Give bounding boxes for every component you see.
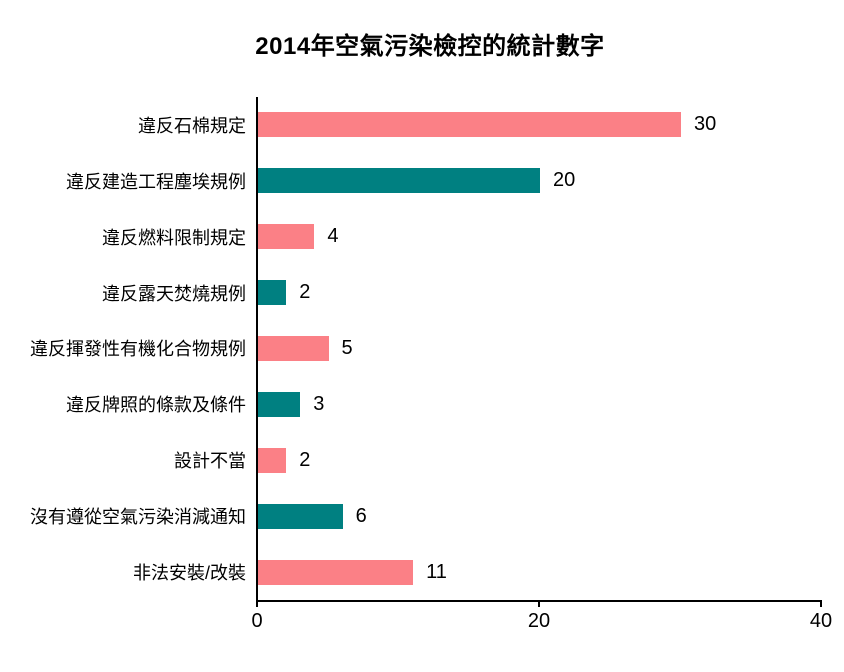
category-label: 違反揮發性有機化合物規例 [30, 339, 246, 360]
value-label: 30 [694, 113, 717, 136]
value-label: 5 [341, 336, 353, 359]
x-tick-label: 40 [809, 610, 833, 632]
value-label: 4 [327, 225, 339, 248]
category-label: 違反石棉規定 [138, 115, 246, 136]
bar-row: 沒有遵從空氣污染消減通知 6 [0, 488, 844, 544]
bar-row: 違反燃料限制規定 4 [0, 209, 844, 265]
bar-row: 違反露天焚燒規例 2 [0, 265, 844, 321]
value-label: 3 [313, 392, 325, 415]
category-label: 非法安裝/改裝 [132, 563, 246, 584]
bar-row: 設計不當 2 [0, 432, 844, 488]
bar-6 [258, 391, 301, 417]
x-tick-mark [538, 600, 540, 607]
bar-5 [258, 335, 329, 361]
value-label: 2 [299, 281, 311, 304]
chart-title: 2014年空氣污染檢控的統計數字 [255, 33, 605, 60]
bar-1 [258, 112, 681, 138]
bar-3 [258, 224, 315, 250]
value-label: 20 [553, 169, 576, 192]
value-label: 11 [426, 560, 447, 583]
category-label: 設計不當 [174, 451, 246, 472]
bar-row: 違反建造工程塵埃規例 20 [0, 153, 844, 209]
bar-7 [258, 447, 287, 473]
x-tick-mark [256, 600, 258, 607]
bar-row: 非法安裝/改裝 11 [0, 544, 844, 600]
bar-8 [258, 503, 343, 529]
bar-row: 違反石棉規定 30 [0, 97, 844, 153]
x-tick-label: 0 [251, 610, 263, 632]
bar-4 [258, 280, 287, 306]
bar-9 [258, 559, 414, 585]
category-label: 沒有遵從空氣污染消減通知 [30, 507, 246, 528]
x-tick-label: 20 [527, 610, 551, 632]
bar-2 [258, 168, 540, 194]
category-label: 違反牌照的條款及條件 [66, 395, 246, 416]
value-label: 6 [355, 504, 367, 527]
x-tick-mark [820, 600, 822, 607]
bar-row: 違反牌照的條款及條件 3 [0, 376, 844, 432]
category-label: 違反燃料限制規定 [102, 227, 246, 248]
category-label: 違反建造工程塵埃規例 [66, 171, 246, 192]
value-label: 2 [299, 448, 311, 471]
bar-row: 違反揮發性有機化合物規例 5 [0, 321, 844, 377]
category-label: 違反露天焚燒規例 [102, 283, 246, 304]
